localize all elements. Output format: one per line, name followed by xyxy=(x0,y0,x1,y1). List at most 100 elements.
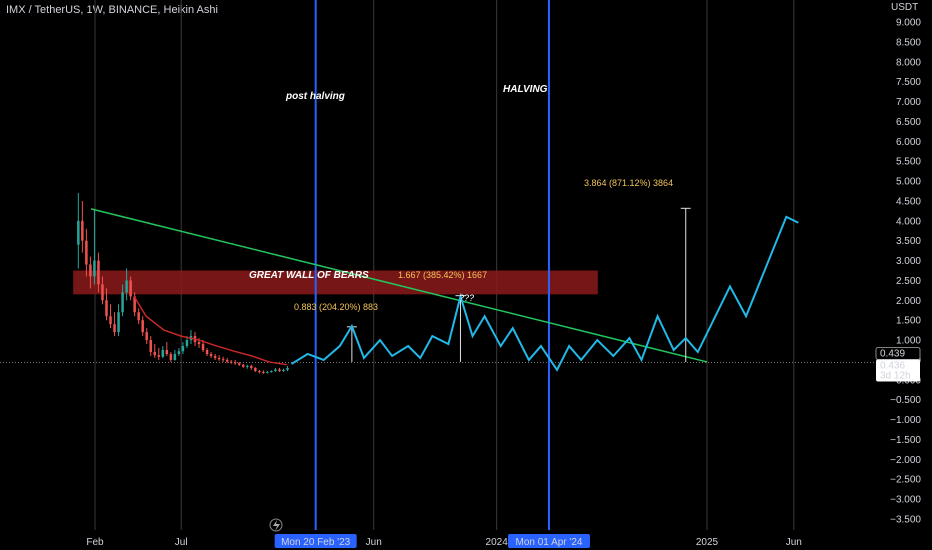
candle-body xyxy=(141,320,144,333)
candle-body xyxy=(117,312,120,333)
price-tag-a: 0.439 xyxy=(880,349,905,360)
x-tick-label: 2025 xyxy=(696,537,719,548)
candle-body xyxy=(89,264,92,277)
price-tag-b: 0.436 xyxy=(880,361,905,372)
y-tick-label: 2.500 xyxy=(896,276,921,287)
candle-body xyxy=(274,369,277,372)
chart-header: IMX / TetherUS, 1W, BINANCE, Heikin Ashi xyxy=(6,4,218,16)
chart-grid xyxy=(0,0,882,530)
y-tick-label: 1.000 xyxy=(896,336,921,347)
candle-body xyxy=(254,367,257,372)
candle-body xyxy=(246,365,249,367)
y-tick-label: −1.500 xyxy=(890,435,921,446)
candle-body xyxy=(129,280,132,297)
candle-body xyxy=(181,346,185,352)
candle-body xyxy=(173,353,177,360)
candle-body xyxy=(113,324,116,333)
wall-zone xyxy=(73,270,598,295)
candle-body xyxy=(258,371,261,373)
candle-body xyxy=(85,240,88,265)
measure2-label: 3.864 (871.12%) 3864 xyxy=(584,178,673,188)
candle-body xyxy=(77,220,80,245)
lightning-glyph xyxy=(273,520,280,531)
x-tick-label: Jun xyxy=(786,537,802,548)
candle-body xyxy=(145,332,148,341)
y-tick-label: 6.500 xyxy=(896,117,921,128)
halving-lines xyxy=(314,0,550,530)
y-tick-label: −3.500 xyxy=(890,515,921,526)
y-tick-label: −2.500 xyxy=(890,475,921,486)
candle-body xyxy=(282,369,285,372)
y-tick-label: 9.000 xyxy=(896,18,921,29)
question-label: ??? xyxy=(459,293,474,303)
candle-body xyxy=(270,371,273,373)
y-tick-label: −0.500 xyxy=(890,395,921,406)
candle-body xyxy=(125,280,128,293)
time-axis: Feb Jul Mon 20 Feb '23 Jun 2024 Mon 01 Apr '2… xyxy=(86,518,802,548)
y-tick-label: 4.500 xyxy=(896,196,921,207)
post-halving-label: post halving xyxy=(285,91,345,102)
y-tick-label: −1.000 xyxy=(890,415,921,426)
y-tick-label: 4.000 xyxy=(896,216,921,227)
y-tick-label: 6.000 xyxy=(896,137,921,148)
candle-body xyxy=(165,350,169,354)
candle-body xyxy=(233,362,237,364)
y-tick-label: 3.000 xyxy=(896,256,921,267)
lightning-icon xyxy=(269,518,283,532)
candle-body xyxy=(93,260,96,277)
x-tick-label: Mon 20 Feb '23 xyxy=(281,537,351,548)
moving-average-line xyxy=(133,295,288,366)
wall-measure-label: 1.667 (385.42%) 1667 xyxy=(398,270,487,280)
x-tick-label: Jul xyxy=(175,537,188,548)
candle-body xyxy=(286,367,289,370)
x-tick-label: Jun xyxy=(366,537,382,548)
price-tag-c: 3d 12h xyxy=(880,371,911,382)
y-tick-label: 8.500 xyxy=(896,37,921,48)
candle-body xyxy=(109,316,112,325)
candle-body xyxy=(169,353,173,360)
trendline xyxy=(90,208,708,363)
price-axis: USDT 9.000 8.500 8.000 7.500 7.000 6.500 6.000 5… xyxy=(875,2,921,526)
y-tick-label: −3.000 xyxy=(890,495,921,506)
candle-body xyxy=(250,365,253,368)
candle-body xyxy=(101,284,104,301)
candle-body xyxy=(262,371,265,373)
x-tick-label: Mon 01 Apr '24 xyxy=(515,537,582,548)
x-tick-label: Feb xyxy=(86,537,104,548)
candle-body xyxy=(105,300,108,317)
candle-body xyxy=(278,369,281,372)
candle-body xyxy=(225,359,229,362)
candle-body xyxy=(157,355,161,357)
candle-body xyxy=(153,352,157,356)
y-tick-label: 5.000 xyxy=(896,177,921,188)
symbol-title[interactable]: IMX / TetherUS, 1W, BINANCE, Heikin Ashi xyxy=(6,4,218,16)
candle-body xyxy=(137,312,140,321)
overlays-layer xyxy=(90,207,799,372)
candle-body xyxy=(81,220,84,241)
wall-label: GREAT WALL OF BEARS xyxy=(249,270,369,281)
candle-body xyxy=(149,340,152,353)
measure1-label: 0.883 (204.20%) 883 xyxy=(294,302,378,312)
candle-body xyxy=(185,340,189,347)
y-tick-label: −2.000 xyxy=(890,455,921,466)
candles-layer xyxy=(77,192,289,374)
price-tag-b-box xyxy=(876,359,920,382)
x-tick-label: 2024 xyxy=(486,537,509,548)
candle-body xyxy=(229,361,233,363)
candle-body xyxy=(205,350,209,354)
candle-body xyxy=(133,296,136,313)
candle-body xyxy=(209,353,213,356)
annotations-layer: post halving HALVING GREAT WALL OF BEARS 1.… xyxy=(249,84,673,312)
axis-currency: USDT xyxy=(891,2,918,13)
halving-label: HALVING xyxy=(503,84,548,95)
y-tick-label: 2.000 xyxy=(896,296,921,307)
projection-path xyxy=(291,215,799,372)
candle-body xyxy=(201,344,205,351)
y-tick-label: 8.000 xyxy=(896,57,921,68)
y-tick-label: 5.500 xyxy=(896,157,921,168)
candle-body xyxy=(197,342,201,345)
y-tick-label: 7.500 xyxy=(896,77,921,88)
candle-body xyxy=(221,359,225,361)
candle-body xyxy=(237,363,241,365)
